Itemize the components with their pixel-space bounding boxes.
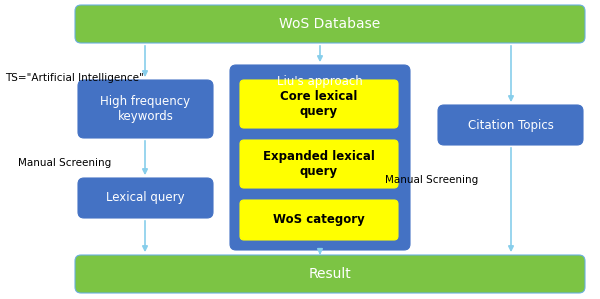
Text: Liu's approach: Liu's approach bbox=[277, 75, 363, 88]
FancyBboxPatch shape bbox=[240, 140, 398, 188]
FancyBboxPatch shape bbox=[75, 5, 585, 43]
Text: TS="Artificial Intelligence": TS="Artificial Intelligence" bbox=[5, 73, 144, 83]
Text: Core lexical
query: Core lexical query bbox=[280, 90, 358, 118]
FancyBboxPatch shape bbox=[75, 255, 585, 293]
Text: Citation Topics: Citation Topics bbox=[467, 118, 553, 132]
FancyBboxPatch shape bbox=[78, 178, 213, 218]
FancyBboxPatch shape bbox=[240, 200, 398, 240]
FancyBboxPatch shape bbox=[240, 80, 398, 128]
Text: Manual Screening: Manual Screening bbox=[18, 158, 111, 168]
Text: Manual Screening: Manual Screening bbox=[385, 175, 478, 185]
Text: Result: Result bbox=[308, 267, 352, 281]
Text: WoS category: WoS category bbox=[273, 213, 365, 227]
FancyBboxPatch shape bbox=[78, 80, 213, 138]
FancyBboxPatch shape bbox=[230, 65, 410, 250]
Text: Expanded lexical
query: Expanded lexical query bbox=[263, 150, 375, 178]
Text: Lexical query: Lexical query bbox=[106, 191, 185, 205]
Text: WoS Database: WoS Database bbox=[280, 17, 380, 31]
FancyBboxPatch shape bbox=[438, 105, 583, 145]
Text: High frequency
keywords: High frequency keywords bbox=[100, 95, 191, 123]
